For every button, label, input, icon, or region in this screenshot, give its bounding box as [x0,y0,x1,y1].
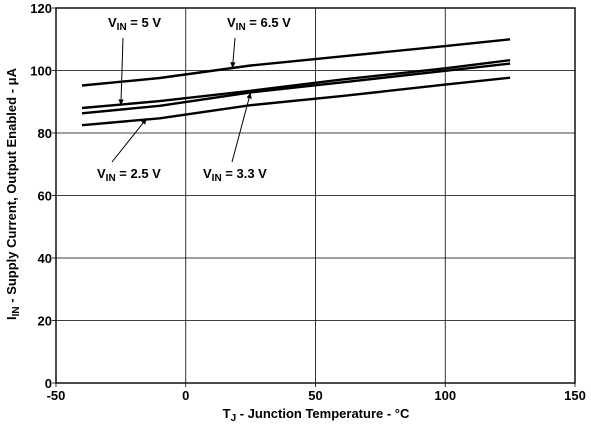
series-lines [81,38,511,127]
annotation-label-prefix: V [97,166,106,181]
y-axis-label-main: I [4,316,19,320]
x-tick-label: 100 [434,388,456,403]
annotation-label-sub: IN [236,22,246,33]
annotation-arrowhead [246,92,252,99]
y-tick-label: 120 [30,1,52,16]
annotation-label-prefix: V [203,166,212,181]
annotation-label-sub: IN [117,22,127,33]
annotation-vin-5-v: VIN = 5 V [108,15,161,106]
y-tick-labels: 0 20 40 60 80 100 120 [30,1,52,391]
x-axis-label-main: T [223,406,231,421]
y-tick-label: 20 [38,314,52,329]
y-tick-label: 40 [38,251,52,266]
annotation-label: VIN = 2.5 V [97,166,161,184]
annotation-vin-2-5-v: VIN = 2.5 V [97,118,161,184]
series-line-vin-6-5-v [81,38,511,87]
x-axis-label: TJ - Junction Temperature - °C [223,406,410,424]
annotation-label: VIN = 5 V [108,15,161,33]
annotation-arrow-line [111,118,148,163]
series-line-vin-3-3-v [81,62,511,115]
annotation-arrowhead [118,99,124,106]
y-axis-label: IIN - Supply Current, Output Enabled - μ… [4,67,22,320]
annotation-vin-3-3-v: VIN = 3.3 V [203,92,267,184]
annotation-label: VIN = 6.5 V [227,15,291,33]
x-tick-label: -50 [47,388,66,403]
plot-frame [55,7,576,384]
annotation-label: VIN = 3.3 V [203,166,267,184]
x-axis-label-rest: - Junction Temperature - °C [236,406,410,421]
annotation-label-sub: IN [106,173,116,184]
y-tick-label: 60 [38,189,52,204]
x-tick-label: 150 [564,388,586,403]
y-axis-label-sub: IN [11,306,22,316]
annotation-arrowhead [141,118,147,125]
annotation-label-value: = 5 V [127,15,162,30]
annotation-arrow-line [231,92,252,163]
x-tick-label: 0 [182,388,189,403]
y-axis-label-rest: - Supply Current, Output Enabled - μA [4,67,19,306]
y-tick-label: 100 [30,64,52,79]
annotation-label-value: = 3.3 V [222,166,267,181]
y-tick-label: 0 [45,376,52,391]
annotation-label-prefix: V [227,15,236,30]
x-tick-label: 50 [308,388,322,403]
annotation-arrow-line [120,37,124,106]
annotation-arrowhead [230,62,236,69]
series-line-vin-2-5-v [81,76,511,127]
annotation-label-sub: IN [212,173,222,184]
y-tick-label: 80 [38,126,52,141]
annotation-label-prefix: V [108,15,117,30]
series-line-vin-5-v [81,59,511,110]
x-axis-label-sub: J [231,413,237,424]
annotation-label-value: = 6.5 V [246,15,291,30]
x-tick-labels: -50 0 50 100 150 [47,388,586,403]
annotation-vin-6-5-v: VIN = 6.5 V [227,15,291,69]
annotation-label-value: = 2.5 V [116,166,161,181]
